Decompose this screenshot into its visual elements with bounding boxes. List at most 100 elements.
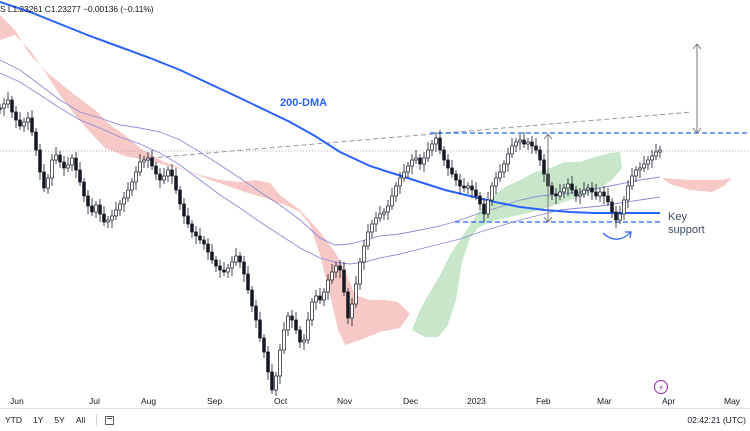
candle-body xyxy=(302,339,306,343)
candle-body xyxy=(110,215,114,221)
candle-body xyxy=(330,271,334,281)
candle-body xyxy=(234,255,238,263)
candle-body xyxy=(334,265,338,273)
rebound-arrow xyxy=(602,231,632,240)
candle-body xyxy=(62,161,66,169)
candle-body xyxy=(446,159,450,169)
candle-body xyxy=(570,183,574,191)
rebound-arrow-head xyxy=(625,231,632,239)
candle-body xyxy=(266,351,270,373)
candle-body xyxy=(462,185,466,189)
candle-body xyxy=(442,149,446,161)
range-arrow-head-top xyxy=(543,133,553,140)
candle-body xyxy=(654,151,658,157)
range-all-button[interactable]: All xyxy=(75,415,86,425)
candle-body xyxy=(374,217,378,225)
candle-body xyxy=(210,251,214,261)
candle-body xyxy=(486,199,490,215)
x-axis-label: May xyxy=(724,396,741,406)
candle-body xyxy=(0,107,2,110)
range-1y-button[interactable]: 1Y xyxy=(33,415,44,425)
candle-body xyxy=(430,143,434,151)
candle-body xyxy=(370,223,374,233)
candle-body xyxy=(254,305,258,321)
candle-body xyxy=(470,185,474,191)
candle-body xyxy=(534,145,538,151)
candle-body xyxy=(78,169,82,183)
lightning-icon[interactable]: ⚡ xyxy=(654,380,668,394)
range-ytd-button[interactable]: YTD xyxy=(5,415,22,425)
chart-area[interactable]: S L1.23261 C1.23277 −0.00136 (−0.11%) 20… xyxy=(0,0,750,408)
candle-body xyxy=(182,203,186,217)
candle-body xyxy=(350,303,354,319)
candle-body xyxy=(70,157,74,166)
candle-body xyxy=(614,211,618,221)
candle-body xyxy=(2,103,6,109)
candle-body xyxy=(178,189,182,205)
candle-body xyxy=(278,349,282,377)
candle-body xyxy=(222,269,226,273)
candle-body xyxy=(318,295,322,301)
candle-body xyxy=(22,121,26,127)
candle-body xyxy=(86,195,90,207)
calendar-icon[interactable] xyxy=(105,415,115,425)
candle-body xyxy=(438,137,442,151)
candle-body xyxy=(434,137,438,145)
candle-body xyxy=(238,255,242,263)
x-axis-label: Aug xyxy=(141,396,157,406)
candle-body xyxy=(386,205,390,213)
candle-body xyxy=(262,337,266,353)
candle-body xyxy=(14,111,18,121)
x-axis-label: Sep xyxy=(207,396,223,406)
candle-body xyxy=(618,213,622,221)
candle-body xyxy=(658,149,662,153)
candle-body xyxy=(466,185,470,189)
ohlc-readout: S L1.23261 C1.23277 −0.00136 (−0.11%) xyxy=(0,4,154,14)
candle-body xyxy=(298,329,302,343)
candle-body xyxy=(102,213,106,223)
candle-body xyxy=(30,117,34,133)
clock-readout: 02:42:21 (UTC) xyxy=(687,415,746,425)
candle-body xyxy=(230,261,234,269)
candle-body xyxy=(198,235,202,241)
candle-body xyxy=(26,117,30,123)
price-chart[interactable] xyxy=(0,0,750,408)
candle-body xyxy=(142,159,146,163)
candle-body xyxy=(510,145,514,155)
dma-200-label: 200-DMA xyxy=(280,97,328,109)
candle-body xyxy=(250,289,254,307)
candle-body xyxy=(58,154,62,163)
candle-body xyxy=(170,169,174,177)
candle-body xyxy=(450,167,454,175)
candle-body xyxy=(474,189,478,197)
candle-body xyxy=(294,319,298,331)
candle-body xyxy=(274,375,278,391)
candle-body xyxy=(338,265,342,271)
candle-body xyxy=(310,301,314,321)
candle-body xyxy=(554,193,558,197)
candle-body xyxy=(6,99,10,105)
candle-body xyxy=(154,165,158,175)
candle-body xyxy=(34,131,38,151)
candle-body xyxy=(42,171,46,189)
x-axis-label: Dec xyxy=(403,396,419,406)
candle-body xyxy=(46,177,50,189)
candle-body xyxy=(130,181,134,191)
candle-body xyxy=(494,177,498,187)
candle-body xyxy=(630,175,634,187)
candle-body xyxy=(410,159,414,167)
range-5y-button[interactable]: 5Y xyxy=(54,415,65,425)
candle-body xyxy=(146,157,150,161)
candle-body xyxy=(106,219,110,223)
candle-body xyxy=(246,273,250,291)
candle-body xyxy=(622,199,626,215)
candle-body xyxy=(158,173,162,181)
candle-body xyxy=(402,171,406,179)
key-support-label: Key support xyxy=(668,211,705,237)
candle-body xyxy=(202,239,206,245)
candle-body xyxy=(342,269,346,293)
candle-body xyxy=(134,171,138,183)
candle-body xyxy=(390,195,394,207)
candle-body xyxy=(346,291,350,319)
candle-body xyxy=(322,291,326,301)
